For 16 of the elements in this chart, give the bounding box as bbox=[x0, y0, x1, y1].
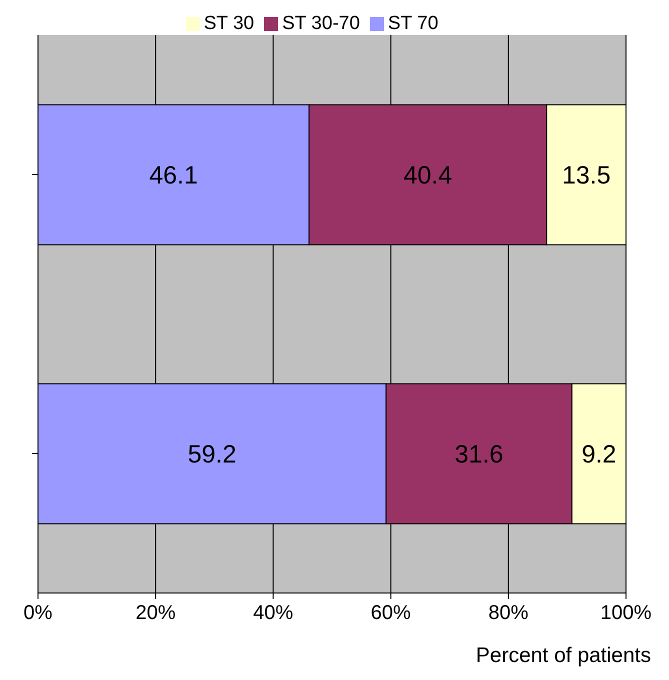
x-tick-label: 100% bbox=[600, 602, 652, 624]
x-tick-label: 20% bbox=[136, 602, 176, 624]
x-tick-label: 0% bbox=[24, 602, 53, 624]
data-label: 46.1 bbox=[149, 162, 198, 190]
x-tick-label: 40% bbox=[253, 602, 294, 624]
data-label: 40.4 bbox=[404, 162, 452, 190]
data-label: 59.2 bbox=[188, 440, 236, 469]
legend-label: ST 30-70 bbox=[282, 13, 360, 34]
data-label: 31.6 bbox=[454, 440, 504, 469]
legend-label: ST 70 bbox=[388, 13, 438, 34]
legend-label: ST 30 bbox=[204, 13, 254, 34]
x-axis-title: Percent of patients bbox=[476, 644, 651, 668]
x-tick-label: 60% bbox=[370, 602, 412, 624]
data-label: 9.2 bbox=[582, 440, 616, 469]
data-label: 13.5 bbox=[562, 162, 611, 190]
x-tick-label: 80% bbox=[488, 602, 529, 624]
